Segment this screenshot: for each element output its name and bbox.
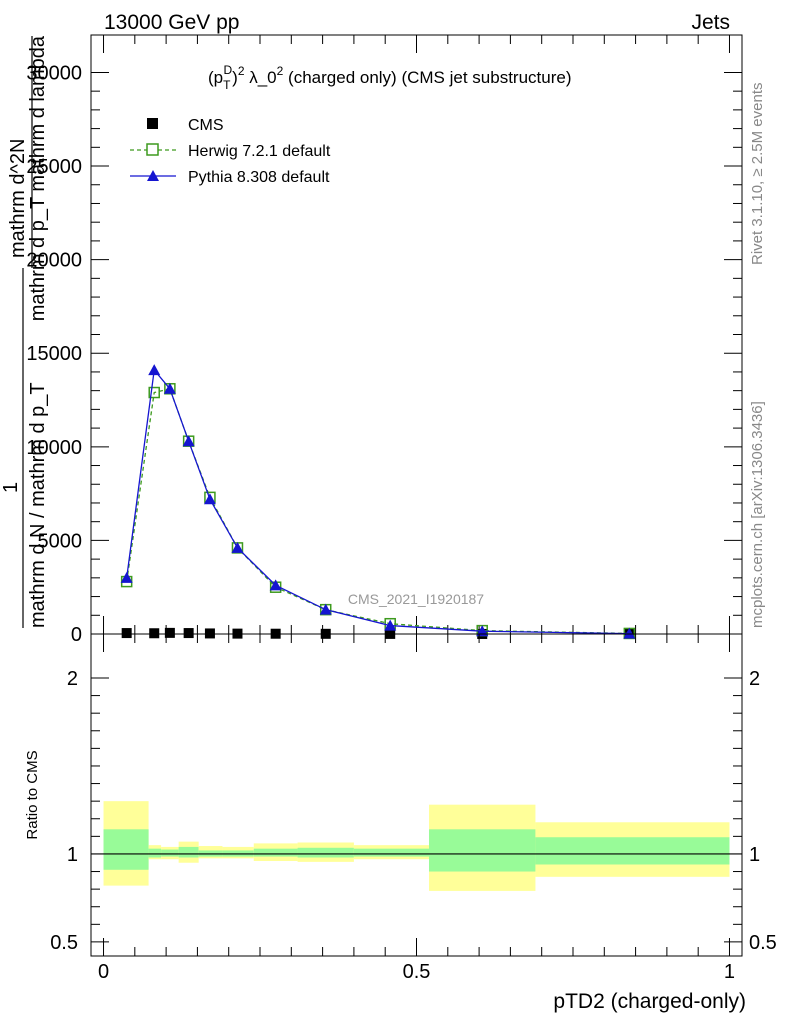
x-axis-label: pTD2 (charged-only) (553, 990, 746, 1013)
herwig-point (148, 386, 160, 399)
ylabel-line-3: 1 (0, 482, 22, 493)
main-y-tick-label: 15000 (26, 343, 82, 365)
pythia-point (384, 619, 397, 631)
legend-label-herwig: Herwig 7.2.1 default (188, 143, 331, 160)
main-y-tick-label: 10000 (26, 437, 82, 459)
ratio-y-tick-label: 1 (67, 844, 78, 866)
pythia-point (120, 571, 133, 583)
cms-data-point (121, 628, 132, 639)
ratio-inner-band (148, 848, 162, 858)
x-tick-label: 0 (98, 961, 109, 983)
title-sup-2b: 2 (277, 64, 284, 78)
title-close: ) (232, 68, 238, 87)
pythia-point (269, 579, 282, 591)
ratio-inner-band (353, 848, 430, 857)
ratio-x-ticks: 0 0.5 1 (98, 634, 735, 983)
pythia-point (203, 493, 216, 505)
main-y-axis-label: mathrm d^2N mathrm d p_T mathrm d lambda… (0, 35, 49, 628)
pythia-point (182, 435, 195, 447)
legend-marker-cms (147, 118, 158, 129)
legend-item-herwig: Herwig 7.2.1 default (130, 143, 331, 160)
ratio-frame (90, 633, 743, 957)
ratio-y-tick-label-right: 1 (749, 844, 760, 866)
ratio-y-tick-label-right: 2 (749, 668, 760, 690)
title-lambda: λ_0 (245, 68, 277, 87)
title-sup-D: D (223, 63, 232, 77)
title-sup-2: 2 (238, 64, 245, 78)
ratio-bands (103, 801, 730, 891)
ratio-inner-band (297, 847, 354, 858)
ratio-inner-band (253, 848, 298, 857)
ratio-inner-band (103, 829, 149, 870)
legend-label-pythia: Pythia 8.308 default (188, 169, 330, 186)
cms-data-point (164, 627, 175, 638)
ratio-inner-band (178, 846, 199, 858)
legend-label-cms: CMS (188, 117, 224, 134)
legend: CMS Herwig 7.2.1 default Pythia 8.308 de… (130, 117, 331, 186)
cms-data-point (183, 628, 194, 639)
ratio-inner-band (429, 829, 536, 872)
ratio-y-tick-label: 2 (67, 668, 78, 690)
x-tick-label: 1 (724, 961, 735, 983)
energy-label: 13000 GeV pp (104, 11, 239, 34)
pythia-point (148, 364, 161, 376)
process-label: Jets (691, 11, 730, 34)
legend-item-cms: CMS (147, 117, 224, 134)
ratio-y-tick-label-right: 0.5 (749, 932, 777, 954)
x-tick-label: 0.5 (403, 961, 431, 983)
legend-item-pythia: Pythia 8.308 default (130, 169, 330, 186)
ylabel-line-1: mathrm d^2N (7, 139, 29, 258)
main-x-ticks (103, 35, 730, 634)
main-y-ticks: 0 5000 10000 15000 20000 25000 30000 (26, 62, 742, 646)
mcplots-label: mcplots.cern.ch [arXiv:1306.3436] (749, 401, 766, 628)
ratio-y-ticks: 0.5 0.5 1 1 2 2 (50, 668, 777, 954)
main-y-tick-label: 30000 (26, 62, 82, 84)
pythia-point (476, 625, 489, 637)
pythia-point (623, 627, 636, 639)
title-p: (p (208, 68, 223, 87)
cms-data-point (149, 628, 160, 639)
analysis-watermark: CMS_2021_I1920187 (348, 591, 484, 607)
title-sub-T: T (223, 78, 231, 92)
ratio-inner-band (161, 849, 179, 857)
main-y-tick-label: 20000 (26, 250, 82, 272)
rivet-label: Rivet 3.1.10, ≥ 2.5M events (749, 83, 766, 266)
ratio-y-axis-label: Ratio to CMS (24, 750, 41, 839)
title-rest: (charged only) (CMS jet substructure) (283, 68, 571, 87)
chart-title: (pTD)2 λ_02 (charged only) (CMS jet subs… (208, 63, 571, 92)
ylabel-line-4: mathrm d N / mathrm d p_T (27, 382, 49, 628)
cms-data-point (204, 628, 215, 639)
main-y-tick-label: 5000 (38, 530, 83, 552)
main-y-tick-label: 0 (71, 624, 82, 646)
legend-marker-herwig (146, 143, 159, 156)
pythia-point (319, 603, 332, 615)
main-panel: 0 5000 10000 15000 20000 25000 30000 CMS_2021_… (0, 34, 743, 646)
ratio-panel: 0.5 0.51 12 2 0 0.5 1 Ratio to CMS pTD2 (char… (24, 633, 777, 1013)
legend-marker-pythia (147, 170, 159, 181)
ylabel-line-2: mathrm d p_T mathrm d lambda (27, 35, 49, 321)
pythia-point (163, 382, 176, 394)
main-y-tick-label: 25000 (26, 156, 82, 178)
ratio-y-tick-label: 0.5 (50, 932, 78, 954)
pythia-point (231, 541, 244, 553)
ratio-inner-band (535, 837, 730, 865)
